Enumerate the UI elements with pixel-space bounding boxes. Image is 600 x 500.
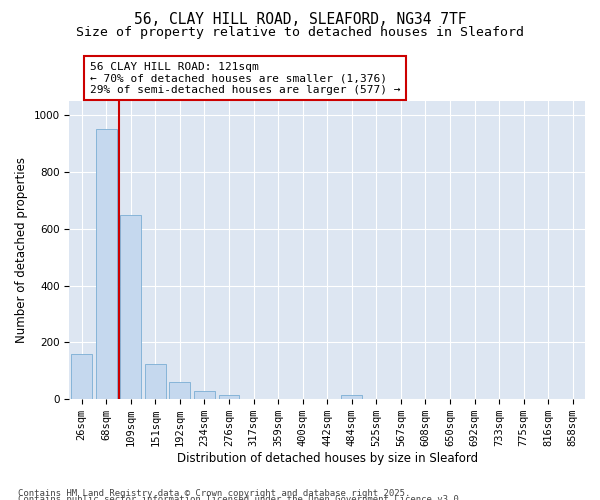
Y-axis label: Number of detached properties: Number of detached properties — [15, 157, 28, 343]
Bar — [121, 214, 141, 399]
Bar — [96, 130, 116, 399]
Text: Contains public sector information licensed under the Open Government Licence v3: Contains public sector information licen… — [18, 495, 464, 500]
Text: Size of property relative to detached houses in Sleaford: Size of property relative to detached ho… — [76, 26, 524, 39]
Bar — [169, 382, 190, 399]
Text: Contains HM Land Registry data © Crown copyright and database right 2025.: Contains HM Land Registry data © Crown c… — [18, 488, 410, 498]
Bar — [341, 395, 362, 399]
Text: 56 CLAY HILL ROAD: 121sqm
← 70% of detached houses are smaller (1,376)
29% of se: 56 CLAY HILL ROAD: 121sqm ← 70% of detac… — [90, 62, 401, 95]
Bar — [71, 354, 92, 399]
Bar — [145, 364, 166, 399]
Text: 56, CLAY HILL ROAD, SLEAFORD, NG34 7TF: 56, CLAY HILL ROAD, SLEAFORD, NG34 7TF — [134, 12, 466, 28]
X-axis label: Distribution of detached houses by size in Sleaford: Distribution of detached houses by size … — [176, 452, 478, 465]
Bar — [194, 390, 215, 399]
Bar — [218, 395, 239, 399]
